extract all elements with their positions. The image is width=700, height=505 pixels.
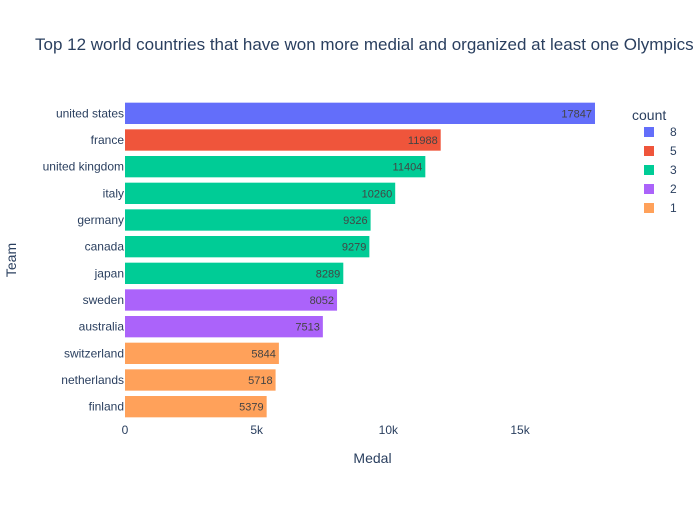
bar-value-label: 17847 — [561, 108, 592, 120]
y-tick-label: netherlands — [61, 373, 124, 387]
legend-swatch-5 — [644, 146, 654, 156]
legend: count 8 5 3 2 1 — [632, 107, 677, 215]
bar-value-label: 5379 — [239, 402, 263, 414]
y-tick-label: united kingdom — [43, 160, 124, 174]
bar-value-label: 5718 — [248, 375, 272, 387]
bar-value-label: 5844 — [251, 348, 275, 360]
bar-value-label: 7513 — [295, 322, 319, 334]
bar-united-kingdom — [125, 156, 426, 178]
y-tick-label: australia — [79, 320, 125, 334]
legend-swatch-8 — [644, 127, 654, 137]
y-tick-label: italy — [103, 186, 124, 200]
bar-value-label: 11404 — [393, 162, 423, 174]
bar-value-label: 10260 — [362, 188, 393, 200]
x-axis-title: Medal — [353, 450, 391, 466]
x-tick-label: 0 — [122, 423, 129, 437]
bar-finland — [125, 396, 267, 418]
legend-label-2: 2 — [670, 182, 677, 196]
bars-group — [125, 102, 595, 418]
y-tick-label: canada — [85, 240, 125, 254]
bar-value-label: 8289 — [316, 268, 340, 280]
y-tick-label: france — [91, 133, 125, 147]
y-tick-label: japan — [94, 266, 124, 280]
legend-swatch-3 — [644, 165, 654, 175]
legend-label-1: 1 — [670, 201, 677, 215]
x-tick-label: 5k — [250, 423, 264, 437]
bar-value-label: 8052 — [310, 295, 334, 307]
y-tick-label: switzerland — [64, 346, 124, 360]
x-tick-label: 10k — [379, 423, 399, 437]
y-tick-label: finland — [89, 400, 124, 414]
bar-united-states — [125, 102, 595, 124]
bar-switzerland — [125, 342, 279, 364]
bar-australia — [125, 316, 323, 338]
bar-italy — [125, 182, 396, 204]
bar-value-label: 11988 — [408, 135, 438, 147]
legend-items: 8 5 3 2 1 — [644, 125, 677, 215]
bar-netherlands — [125, 369, 276, 391]
bar-canada — [125, 236, 370, 258]
y-tick-label: germany — [77, 213, 124, 227]
bar-japan — [125, 262, 344, 284]
bar-sweden — [125, 289, 338, 311]
bar-labels-group: 17847 11988 11404 10260 9326 9279 8289 8052 7513… — [239, 108, 592, 413]
bar-france — [125, 129, 441, 151]
bar-value-label: 9279 — [342, 242, 366, 254]
legend-swatch-1 — [644, 203, 654, 213]
y-axis-tick-labels: united states france united kingdom italy ge… — [43, 106, 125, 413]
x-tick-label: 15k — [510, 423, 530, 437]
y-axis-title: Team — [3, 243, 19, 277]
y-tick-label: united states — [56, 106, 124, 120]
y-tick-label: sweden — [83, 293, 124, 307]
x-axis-tick-labels: 0 5k 10k 15k — [122, 423, 531, 437]
legend-swatch-2 — [644, 184, 654, 194]
bar-germany — [125, 209, 371, 231]
legend-label-5: 5 — [670, 144, 677, 158]
bar-value-label: 9326 — [343, 215, 367, 227]
legend-label-8: 8 — [670, 125, 677, 139]
legend-title: count — [632, 107, 666, 123]
legend-label-3: 3 — [670, 163, 677, 177]
chart-title: Top 12 world countries that have won mor… — [35, 35, 694, 54]
